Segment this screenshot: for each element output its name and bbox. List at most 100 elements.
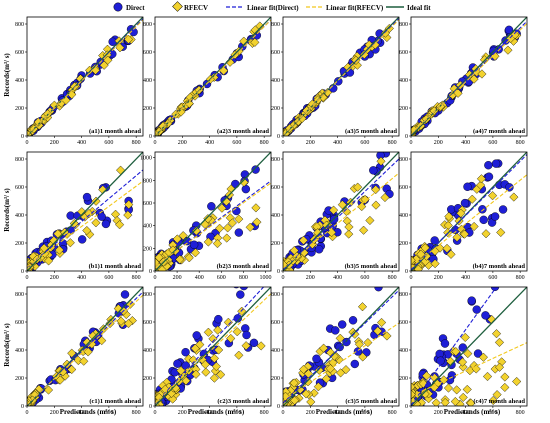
y-tick-label: 200: [399, 106, 408, 112]
ideal-fit-line: [155, 287, 271, 406]
rfecv-point: [39, 243, 49, 253]
rfecv-point: [191, 369, 201, 379]
y-tick-label: 400: [143, 224, 152, 230]
rfecv-point: [203, 327, 213, 337]
rfecv-point: [232, 327, 242, 337]
rfecv-point: [452, 385, 462, 395]
rfecv-point: [503, 45, 513, 55]
x-tick-label: 0: [154, 140, 157, 146]
rfecv-point: [33, 117, 43, 127]
panel-frame: [282, 16, 400, 137]
direct-point: [484, 161, 493, 170]
x-tick-label: 600: [488, 275, 497, 281]
direct-point: [249, 338, 259, 348]
linear-fit-rfecv-line: [27, 294, 143, 405]
y-tick-label: 200: [143, 376, 152, 382]
rfecv-point: [55, 375, 65, 385]
rfecv-point: [429, 372, 439, 382]
panel-frame: [154, 151, 272, 272]
rfecv-point: [213, 233, 223, 243]
panel-frame: [154, 16, 272, 137]
fit-lines: [411, 17, 527, 136]
rfecv-point: [226, 333, 236, 343]
rfecv-point: [314, 365, 324, 375]
rfecv-point: [422, 371, 432, 381]
ylabel-row-a: Records(m³/ s): [3, 53, 11, 97]
rfecv-point: [376, 156, 386, 166]
panel-b3: 00 200 200 400 400 600 600 800 800 (b3)5 month ah…: [271, 151, 400, 281]
panel-frame: [410, 16, 528, 137]
y-tick-label: 200: [399, 241, 408, 247]
rfecv-point: [172, 234, 182, 244]
panel-label: (b1)1 month ahead: [89, 263, 142, 270]
direct-point: [440, 339, 450, 348]
rfecv-point: [359, 225, 369, 235]
x-tick-label: 200: [306, 140, 315, 146]
rfecv-point: [371, 185, 381, 195]
rfecv-point: [252, 217, 262, 227]
rfecv-point: [478, 352, 488, 362]
xlabel-col-2: Predictands (m³/ s): [188, 408, 245, 416]
panel-label: (a2)3 month ahead: [217, 128, 269, 135]
linear-fit-direct-line: [283, 158, 399, 270]
x-tick-label: 800: [516, 275, 525, 281]
rfecv-point: [216, 370, 226, 380]
rfecv-point: [69, 218, 79, 229]
direct-point: [350, 359, 359, 369]
rfecv-point: [492, 390, 502, 400]
direct-point: [234, 228, 244, 237]
panel-a4: 00 200 200 400 400 600 600 800 800 (a4)7 month ah…: [399, 16, 528, 146]
x-tick-label: 600: [217, 275, 226, 281]
y-tick-label: 600: [271, 50, 280, 56]
rfecv-point: [469, 221, 479, 231]
rfecv-point: [377, 318, 387, 328]
fit-lines: [283, 287, 399, 406]
y-tick-label: 200: [15, 106, 24, 112]
panel-b1: 00 200 200 400 400 600 600 800 800 (b1)1 month ah…: [15, 151, 144, 281]
rfecv-point: [298, 235, 309, 245]
linear-fit-rfecv-line: [411, 22, 527, 135]
rfecv-point: [65, 238, 75, 248]
rfecv-point: [75, 74, 86, 84]
x-tick-label: 0: [154, 275, 157, 281]
y-tick-label: 200: [143, 106, 152, 112]
legend-ideal-label: Ideal fit: [407, 4, 431, 12]
y-tick-label: 200: [143, 246, 152, 252]
rfecv-point: [97, 336, 107, 346]
y-tick-label: 200: [271, 241, 280, 247]
rfecv-point: [77, 207, 87, 217]
rfecv-point: [58, 367, 68, 377]
linear-fit-direct-line: [411, 154, 527, 271]
x-tick-label: 0: [410, 140, 413, 146]
legend-direct-label: Direct: [126, 4, 145, 12]
rfecv-point: [239, 177, 249, 187]
rfecv-point: [234, 214, 244, 224]
direct-point: [192, 331, 201, 340]
rfecv-point: [176, 366, 186, 376]
direct-point: [490, 212, 500, 221]
direct-point: [334, 77, 343, 86]
linear-fit-rfecv-line: [283, 172, 399, 269]
direct-point: [97, 212, 106, 221]
direct-point: [460, 198, 470, 208]
rfecv-point: [469, 74, 479, 84]
direct-point: [505, 183, 514, 192]
rfecv-point: [329, 351, 339, 361]
rfecv-point: [456, 208, 466, 218]
panel-label: (a4)7 month ahead: [473, 128, 525, 135]
rfecv-point: [91, 218, 101, 228]
y-tick-label: 400: [399, 78, 408, 84]
rfecv-point: [360, 194, 370, 205]
rfecv-point: [476, 180, 486, 190]
rfecv-point: [302, 106, 312, 116]
rfecv-point: [185, 92, 195, 102]
x-tick-label: 600: [360, 140, 369, 146]
x-tick-label: 600: [488, 410, 497, 416]
rfecv-point: [200, 359, 210, 370]
rfecv-point: [223, 317, 233, 327]
rfecv-point: [208, 334, 218, 344]
rfecv-point: [250, 274, 258, 282]
linear-fit-rfecv-line: [155, 293, 271, 404]
